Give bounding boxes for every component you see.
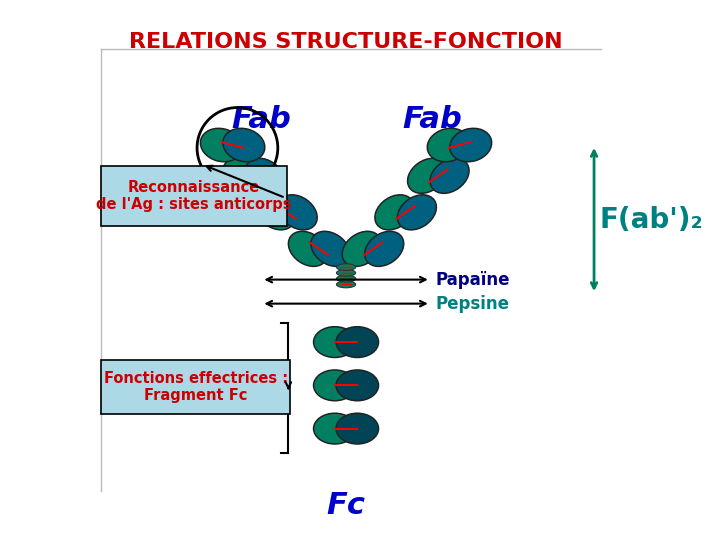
Ellipse shape	[223, 158, 262, 193]
Ellipse shape	[336, 269, 356, 276]
Ellipse shape	[365, 231, 404, 266]
Text: Reconnaissance
de l'Ag : sites anticorps: Reconnaissance de l'Ag : sites anticorps	[96, 180, 292, 212]
Ellipse shape	[336, 264, 356, 271]
Ellipse shape	[246, 158, 284, 193]
FancyBboxPatch shape	[101, 360, 290, 414]
Text: Fab: Fab	[402, 105, 462, 134]
Text: F(ab')₂: F(ab')₂	[600, 206, 703, 233]
Ellipse shape	[430, 158, 469, 193]
Text: RELATIONS STRUCTURE-FONCTION: RELATIONS STRUCTURE-FONCTION	[129, 32, 563, 52]
Ellipse shape	[313, 413, 356, 444]
Ellipse shape	[313, 327, 356, 357]
Ellipse shape	[311, 231, 350, 266]
Ellipse shape	[342, 231, 381, 266]
Ellipse shape	[375, 195, 414, 230]
Ellipse shape	[336, 370, 379, 401]
Ellipse shape	[408, 158, 446, 193]
Ellipse shape	[223, 129, 265, 162]
Ellipse shape	[278, 195, 318, 230]
Ellipse shape	[289, 231, 328, 266]
Ellipse shape	[336, 413, 379, 444]
Ellipse shape	[200, 129, 243, 162]
Text: Pepsine: Pepsine	[436, 295, 510, 313]
Ellipse shape	[256, 195, 294, 230]
Text: Fonctions effectrices :
Fragment Fc: Fonctions effectrices : Fragment Fc	[104, 371, 288, 403]
Ellipse shape	[313, 370, 356, 401]
Ellipse shape	[427, 129, 469, 162]
Ellipse shape	[336, 275, 356, 282]
Ellipse shape	[336, 281, 356, 288]
Ellipse shape	[397, 195, 436, 230]
Ellipse shape	[336, 327, 379, 357]
Text: Papaïne: Papaïne	[436, 271, 510, 288]
Text: Fc: Fc	[327, 491, 366, 520]
Text: Fab: Fab	[232, 105, 292, 134]
Ellipse shape	[450, 129, 492, 162]
FancyBboxPatch shape	[101, 166, 287, 226]
